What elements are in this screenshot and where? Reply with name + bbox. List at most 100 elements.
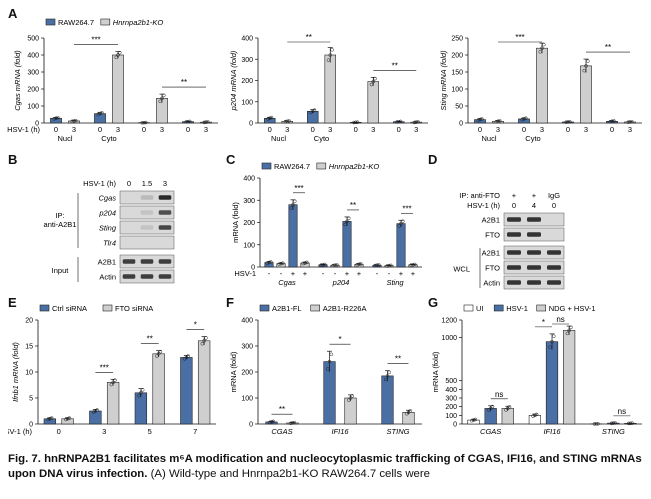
data-point xyxy=(596,422,600,426)
blot-band xyxy=(140,195,154,200)
data-point xyxy=(287,119,291,123)
data-point xyxy=(111,380,115,385)
x-tick-label: 3 xyxy=(584,125,588,134)
data-point xyxy=(326,58,331,62)
y-axis-label: p204 mRNA (fold) xyxy=(229,50,238,111)
x-tick-label: 0 xyxy=(98,125,102,134)
significance-label: * xyxy=(542,318,545,327)
data-point xyxy=(592,422,597,426)
x-axis-label: HSV-1 (h) xyxy=(8,427,32,436)
y-axis-label: mRNA (fold) xyxy=(229,351,238,392)
blot-band xyxy=(158,259,172,264)
data-point xyxy=(100,110,104,115)
blot-d: IP: anti-FTO + + IgG HSV-1 (h) 0 4 0 A2B1 FTO A2B1… xyxy=(453,191,565,290)
data-point xyxy=(202,339,206,343)
data-point xyxy=(329,352,334,357)
y-axis-label: Ifnb1 mRNA (fold) xyxy=(11,342,20,402)
data-point xyxy=(488,406,493,411)
group-label: 7 xyxy=(193,427,197,436)
group-label: Cyto xyxy=(314,134,329,143)
hsv-label: HSV-1 (h) xyxy=(83,179,116,188)
data-point xyxy=(612,119,616,123)
x-tick-label: 3 xyxy=(72,125,76,134)
data-point xyxy=(328,53,332,57)
timepoint-label: 3 xyxy=(163,179,167,188)
x-tick-label: 0 xyxy=(142,125,146,134)
data-point xyxy=(540,46,544,50)
group-label: 3 xyxy=(102,427,106,436)
x-tick-label: - xyxy=(334,269,337,278)
bar xyxy=(344,397,357,425)
x-tick-label: - xyxy=(322,269,325,278)
data-point xyxy=(480,117,484,121)
data-point xyxy=(186,119,190,124)
x-tick-label: 0 xyxy=(268,125,272,134)
group-label: 0 xyxy=(57,427,61,436)
y-tick-label: 250 xyxy=(451,36,463,43)
blot-band xyxy=(158,274,172,279)
data-point xyxy=(470,418,474,423)
data-point xyxy=(292,420,297,425)
data-point xyxy=(330,48,334,52)
data-point xyxy=(333,263,337,267)
data-point xyxy=(52,117,56,121)
legend-label: NDG + HSV-1 xyxy=(549,304,596,313)
blot-band xyxy=(158,210,172,215)
y-tick-label: 400 xyxy=(27,53,39,60)
ip-label: IP: xyxy=(55,211,64,220)
data-point xyxy=(72,119,76,123)
caption-body: (A) Wild-type and Hnrnpa2b1-KO RAW264.7 … xyxy=(150,468,431,480)
legend-label: Hnrnpa2b1-KO xyxy=(329,162,380,171)
bar xyxy=(106,382,120,425)
blot-band xyxy=(158,195,172,200)
data-point xyxy=(325,367,330,371)
blot-row-label: Sting xyxy=(99,224,117,233)
legend-swatch xyxy=(536,304,546,312)
blot-row-label: p204 xyxy=(98,209,116,218)
data-point xyxy=(202,120,206,125)
data-point xyxy=(281,261,285,265)
panel-label-f: F xyxy=(226,295,234,310)
blot-band xyxy=(547,265,561,270)
x-tick-label: 0 xyxy=(610,125,614,134)
blot-band xyxy=(140,259,154,264)
data-point xyxy=(288,421,293,426)
x-tick-label: - xyxy=(280,269,283,278)
blot-band xyxy=(140,210,154,215)
blot-row-label: Actin xyxy=(99,273,116,282)
x-tick-label: 0 xyxy=(54,125,58,134)
data-point xyxy=(268,116,272,121)
data-point xyxy=(327,359,332,364)
y-tick-label: 20 xyxy=(25,318,33,325)
bar xyxy=(307,111,319,124)
blot-band xyxy=(122,259,136,264)
x-tick-label: 0 xyxy=(566,125,570,134)
data-point xyxy=(56,115,60,120)
data-point xyxy=(383,377,388,382)
blot-row-label: Actin xyxy=(483,279,500,288)
legend-swatch xyxy=(261,162,272,170)
data-point xyxy=(49,416,54,420)
data-point xyxy=(114,55,118,60)
blot-b: HSV-1 (h) 0 1.5 3 Cgas p204 Sting Tlr4 IP:anti-A… xyxy=(44,179,175,284)
bar xyxy=(134,392,148,425)
hsv-label: HSV-1 (h) xyxy=(467,201,500,210)
x-tick-label: 3 xyxy=(414,125,418,134)
panel-label-b: B xyxy=(8,152,18,167)
x-tick-label: 0 xyxy=(186,125,190,134)
data-point xyxy=(279,261,283,266)
blot-band xyxy=(507,217,521,222)
data-point xyxy=(373,76,377,81)
panel-label-g: G xyxy=(428,295,439,310)
data-point xyxy=(531,414,535,418)
blot-row-ip xyxy=(119,220,175,235)
group-label: CGAS xyxy=(271,427,292,436)
data-point xyxy=(611,421,616,425)
significance-label: ** xyxy=(279,405,285,414)
x-tick-label: 3 xyxy=(328,125,332,134)
bar xyxy=(396,223,406,268)
data-point xyxy=(542,42,546,47)
data-point xyxy=(613,421,617,425)
y-tick-label: 150 xyxy=(451,70,463,77)
data-point xyxy=(398,119,403,124)
